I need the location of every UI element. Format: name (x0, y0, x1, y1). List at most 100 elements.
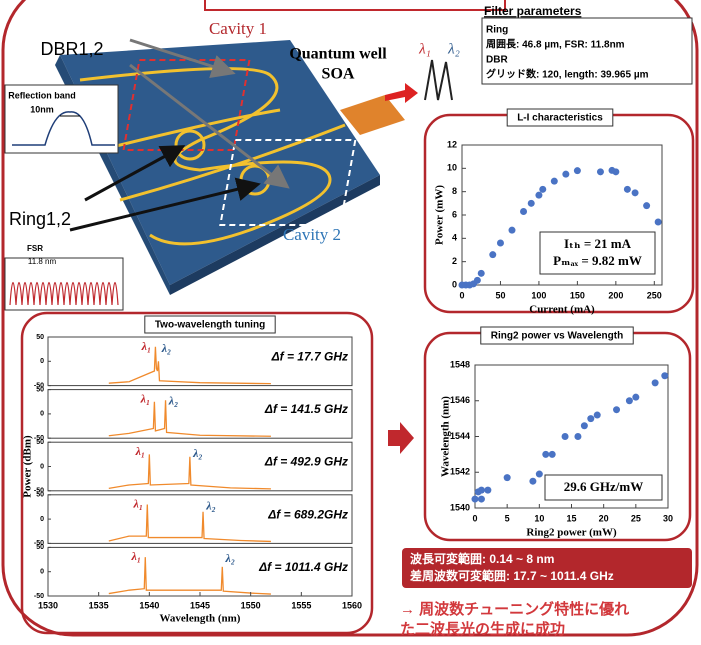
point (587, 415, 594, 422)
point (562, 171, 569, 178)
point (509, 227, 516, 234)
lambda-label: λ₂ (447, 41, 460, 57)
x-tick-label: 5 (505, 513, 510, 523)
x-tick-label: 200 (608, 290, 623, 300)
y-tick-label: 6 (452, 209, 457, 219)
y-tick-label: 1542 (450, 467, 470, 477)
y-axis-label: Power (mW) (434, 185, 446, 245)
x-tick-label: 0 (459, 290, 464, 300)
ring-label: Ring1,2 (9, 209, 71, 229)
inset-label: FSR (27, 244, 43, 253)
top-box (205, 0, 505, 10)
x-tick-label: 1530 (38, 600, 58, 610)
point (478, 487, 485, 494)
y-tick-label: 8 (452, 186, 457, 196)
point (478, 270, 485, 277)
y-axis-label: Wavelength (nm) (440, 396, 452, 477)
x-tick-label: 1560 (342, 600, 362, 610)
spectrum (109, 347, 271, 384)
x-tick-label: 30 (663, 513, 673, 523)
annotation: Δf = 1011.4 GHz (258, 560, 348, 574)
y-tick-label: 12 (447, 139, 457, 149)
x-tick-label: 25 (631, 513, 641, 523)
y-tick-label: 4 (452, 233, 457, 243)
spectrum (109, 454, 271, 489)
annotation: Δf = 689.2GHz (267, 507, 348, 521)
peak-label: λ₁ (133, 497, 144, 511)
point (632, 189, 639, 196)
x-tick-label: 1545 (190, 600, 210, 610)
arrow (388, 422, 414, 454)
x-tick-label: 1555 (291, 600, 311, 610)
y-tick-label: 0 (40, 358, 44, 365)
spectrum (109, 400, 271, 436)
y-tick-label: 50 (36, 439, 44, 446)
cavity1-label: Cavity 1 (209, 19, 267, 38)
y-tick-label: 0 (40, 569, 44, 576)
point (652, 379, 659, 386)
fsr-inset (5, 258, 123, 310)
point (597, 168, 604, 175)
y-tick-label: 0 (452, 279, 457, 289)
point (655, 219, 662, 226)
point (472, 496, 479, 503)
inset-label: Reflection band (8, 90, 76, 100)
peak-label: λ₂ (168, 393, 179, 407)
summary-line: 差周波数可変範囲: 17.7 ~ 1011.4 GHz (409, 568, 614, 583)
x-tick-label: 100 (531, 290, 546, 300)
peak-label: λ₁ (131, 549, 142, 563)
point (612, 168, 619, 175)
x-axis-label: Wavelength (nm) (160, 613, 241, 625)
peak-label: λ₁ (141, 339, 152, 353)
cavity2-label: Cavity 2 (283, 225, 341, 244)
x-tick-label: 15 (566, 513, 576, 523)
chart-title: Two-wavelength tuning (155, 320, 265, 331)
x-tick-label: 20 (599, 513, 609, 523)
point (536, 471, 543, 478)
chart-title: L-I characteristics (517, 113, 603, 124)
point (529, 478, 536, 485)
peak-label: λ₂ (161, 341, 172, 355)
inset-label: 10nm (30, 104, 54, 114)
dbr-label: DBR1,2 (40, 39, 103, 59)
lambda-label: λ₁ (418, 41, 431, 57)
point (484, 487, 491, 494)
x-tick-label: 0 (472, 513, 477, 523)
x-tick-label: 10 (534, 513, 544, 523)
conclusion: た二波長光の生成に成功 (400, 620, 565, 638)
peak-label: λ₁ (135, 444, 146, 458)
soa-label: Quantum well (289, 46, 387, 63)
y-tick-label: 0 (40, 516, 44, 523)
y-tick-label: 10 (447, 163, 457, 173)
point (489, 251, 496, 258)
peak-label: λ₂ (205, 499, 216, 513)
point (624, 186, 631, 193)
y-tick-label: 1546 (450, 395, 470, 405)
point (562, 433, 569, 440)
annotation: Iₜₕ = 21 mA (564, 236, 632, 251)
chip (55, 40, 452, 295)
point (478, 496, 485, 503)
y-tick-label: 1544 (450, 431, 470, 441)
point (535, 192, 542, 199)
peak-label: λ₂ (192, 446, 203, 460)
point (539, 186, 546, 193)
summary-line: 波長可変範囲: 0.14 ~ 8 nm (410, 551, 554, 566)
x-tick-label: 1535 (89, 600, 109, 610)
point (574, 167, 581, 174)
y-tick-label: 50 (36, 492, 44, 499)
annotation: Δf = 492.9 GHz (264, 455, 348, 469)
point (661, 372, 668, 379)
y-tick-label: 1540 (450, 502, 470, 512)
point (581, 422, 588, 429)
y-tick-label: 50 (36, 386, 44, 393)
annotation: Pₘₐₓ = 9.82 mW (553, 253, 642, 268)
conclusion: → 周波数チューニング特性に優れ (400, 600, 629, 618)
y-tick-label: 50 (36, 544, 44, 551)
point (594, 412, 601, 419)
y-tick-label: 50 (36, 334, 44, 341)
point (528, 200, 535, 207)
point (632, 394, 639, 401)
x-tick-label: 1540 (139, 600, 159, 610)
x-tick-label: 150 (570, 290, 585, 300)
